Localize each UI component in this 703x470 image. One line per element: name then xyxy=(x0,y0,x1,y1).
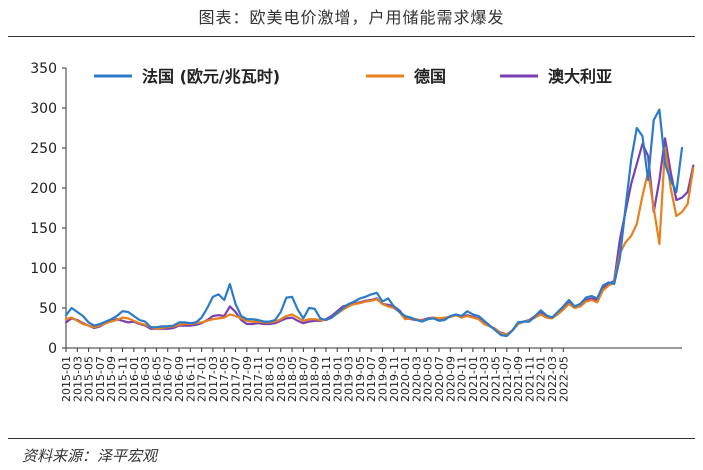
series-line-0 xyxy=(64,108,684,338)
x-tick-label: 2016-01 xyxy=(128,356,141,402)
bottom-rule xyxy=(8,438,695,439)
x-tick-label: 2016-09 xyxy=(173,356,186,402)
x-tick-label: 2018-11 xyxy=(320,356,333,402)
series-line-1 xyxy=(64,146,695,336)
x-tick-label: 2015-07 xyxy=(94,356,107,402)
x-tick-label: 2019-03 xyxy=(343,356,356,402)
x-tick-label: 2016-03 xyxy=(139,356,152,402)
x-tick-label: 2022-03 xyxy=(546,356,559,402)
x-tick-label: 2020-11 xyxy=(456,356,469,402)
x-tick-label: 2020-01 xyxy=(399,356,412,402)
x-tick-label: 2019-05 xyxy=(354,356,367,402)
source-note: 资料来源：泽平宏观 xyxy=(22,447,158,465)
chart-title: 图表：欧美电价激增，户用储能需求爆发 xyxy=(198,8,505,27)
y-tick-label: 0 xyxy=(48,341,57,357)
x-tick-label: 2015-09 xyxy=(105,356,118,402)
x-tick-label: 2016-11 xyxy=(184,356,197,402)
x-tick-label: 2019-09 xyxy=(376,356,389,402)
x-tick-label: 2016-05 xyxy=(150,356,163,402)
x-tick-label: 2022-01 xyxy=(535,356,548,402)
legend-label: 德国 xyxy=(414,67,446,86)
x-tick-label: 2016-07 xyxy=(162,356,175,402)
x-tick-label: 2017-07 xyxy=(230,356,243,402)
legend-label: 法国 (欧元/兆瓦时) xyxy=(142,67,280,86)
x-tick-label: 2015-05 xyxy=(83,356,96,402)
legend-label: 澳大利亚 xyxy=(548,67,612,86)
y-tick-label: 350 xyxy=(30,61,57,77)
x-tick-label: 2017-05 xyxy=(218,356,231,402)
x-tick-label: 2020-07 xyxy=(433,356,446,402)
x-tick-label: 2017-11 xyxy=(252,356,265,402)
x-tick-label: 2017-01 xyxy=(196,356,209,402)
x-tick-label: 2018-01 xyxy=(263,356,276,402)
y-tick-label: 200 xyxy=(30,181,57,197)
x-tick-label: 2017-03 xyxy=(207,356,220,402)
y-tick-label: 250 xyxy=(30,141,57,157)
x-tick-label: 2018-09 xyxy=(309,356,322,402)
x-tick-label: 2022-05 xyxy=(557,356,570,402)
x-tick-label: 2021-03 xyxy=(478,356,491,402)
top-rule xyxy=(8,36,695,37)
series-lines xyxy=(64,108,695,338)
series-line-2 xyxy=(64,137,695,336)
y-tick-label: 50 xyxy=(39,301,57,317)
x-tick-label: 2018-05 xyxy=(286,356,299,402)
x-tick-label: 2020-09 xyxy=(444,356,457,402)
chart-legend: 法国 (欧元/兆瓦时) 德国 澳大利亚 xyxy=(94,67,612,86)
x-tick-label: 2021-11 xyxy=(523,356,536,402)
x-tick-label: 2021-09 xyxy=(512,356,525,402)
x-tick-label: 2015-11 xyxy=(117,356,130,402)
x-tick-label: 2018-03 xyxy=(275,356,288,402)
y-tick-label: 150 xyxy=(30,221,57,237)
x-tick-label: 2020-03 xyxy=(410,356,423,402)
chart-axes: 0501001502002503003502015-012015-032015-… xyxy=(30,61,682,402)
y-tick-label: 100 xyxy=(30,261,57,277)
x-tick-label: 2015-01 xyxy=(60,356,73,402)
x-tick-label: 2021-01 xyxy=(467,356,480,402)
x-tick-label: 2021-07 xyxy=(501,356,514,402)
y-tick-label: 300 xyxy=(30,101,57,117)
x-tick-label: 2017-09 xyxy=(241,356,254,402)
x-tick-label: 2020-05 xyxy=(422,356,435,402)
x-tick-label: 2019-07 xyxy=(365,356,378,402)
x-tick-label: 2019-01 xyxy=(331,356,344,402)
x-tick-label: 2018-07 xyxy=(297,356,310,402)
x-tick-label: 2015-03 xyxy=(71,356,84,402)
x-tick-label: 2021-05 xyxy=(490,356,503,402)
x-tick-label: 2019-11 xyxy=(388,356,401,402)
